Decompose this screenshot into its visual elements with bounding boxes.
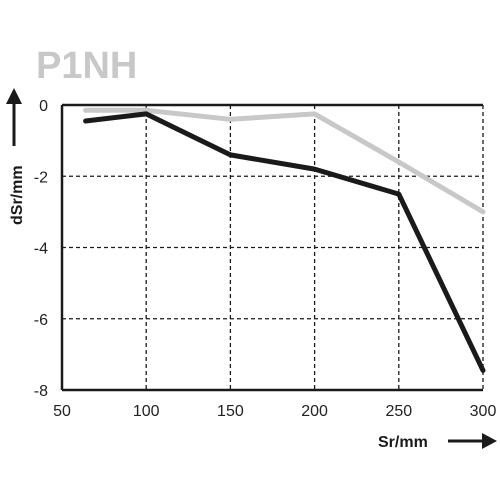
plot-frame [60,103,484,392]
grid [62,105,483,390]
x-tick-label-5: 300 [470,403,497,420]
x-axis-arrow [448,433,497,449]
x-axis-label: Sr/mm [378,434,428,451]
series-line-0 [83,107,486,215]
y-tick-label-2: -4 [34,241,48,258]
x-tick-label-0: 50 [53,403,71,420]
x-tick-label-3: 200 [301,403,328,420]
y-tick-label-0: 0 [39,98,48,115]
x-tick-label-2: 150 [217,403,244,420]
y-tick-labels: 0 -2 -4 -6 -8 [34,98,48,400]
y-tick-label-3: -6 [34,312,48,329]
y-tick-label-1: -2 [34,169,48,186]
series-group [83,107,486,373]
series-line-1 [83,111,486,373]
y-axis-label: dSr/mm [9,165,26,225]
x-tick-label-4: 250 [385,403,412,420]
x-tick-labels: 50 100 150 200 250 300 [53,403,496,420]
x-tick-label-1: 100 [133,403,160,420]
y-tick-label-4: -8 [34,383,48,400]
chart-title: P1NH [36,45,137,87]
y-axis-arrow [6,88,22,146]
